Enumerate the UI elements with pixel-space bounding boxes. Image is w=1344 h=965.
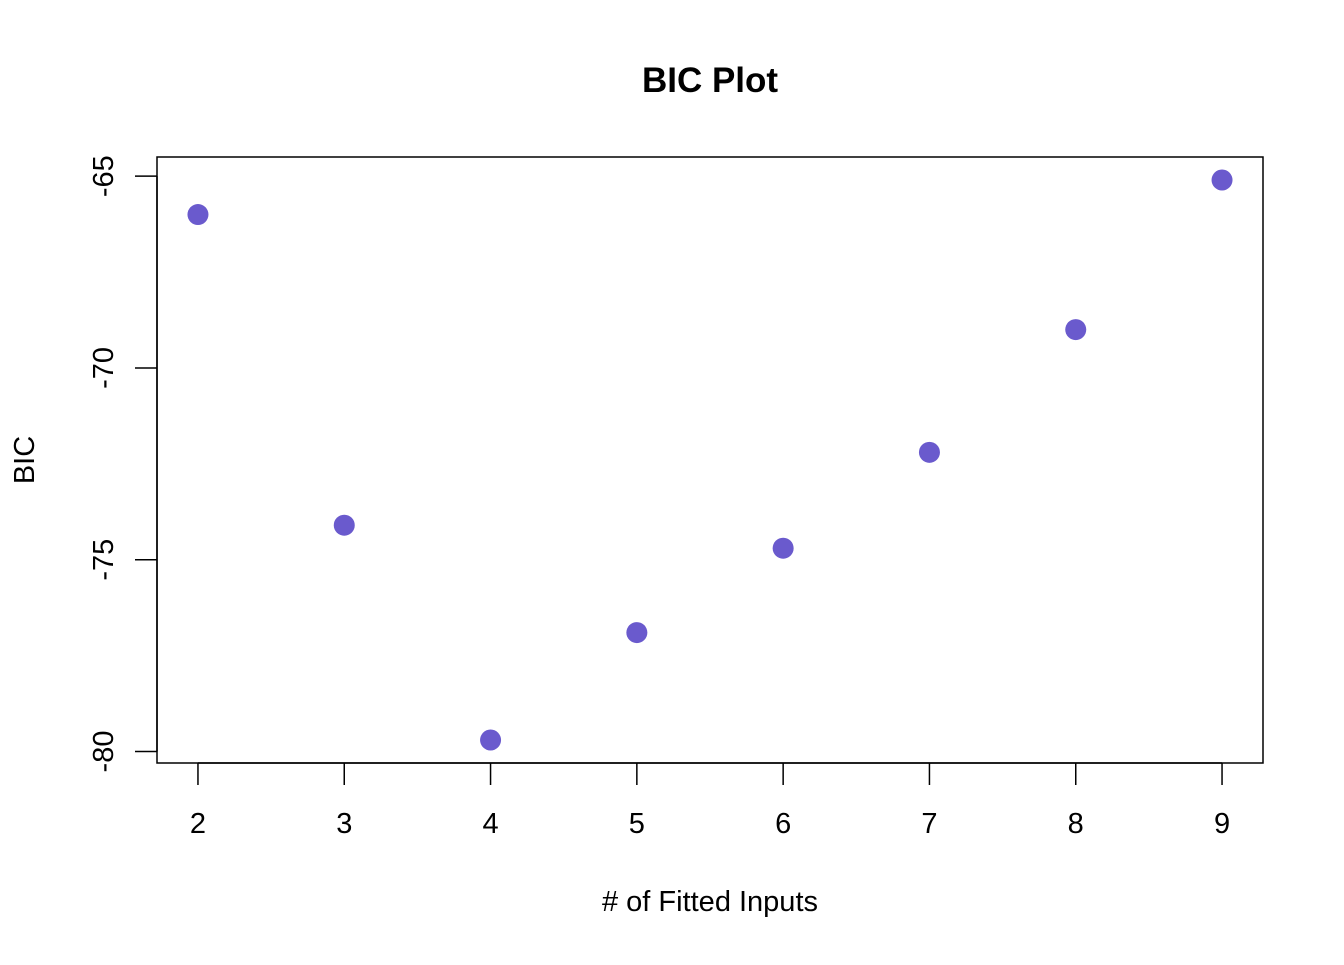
y-axis-label: BIC (9, 436, 41, 484)
data-point (333, 514, 355, 536)
data-point (918, 441, 940, 463)
data-point (480, 729, 502, 751)
x-tick-label: 2 (190, 808, 206, 840)
x-tick-label: 9 (1214, 808, 1230, 840)
data-point (772, 537, 794, 559)
y-axis: -80 -75 -70 -65 (88, 155, 158, 773)
x-tick-label: 6 (775, 808, 791, 840)
chart-title: BIC Plot (642, 61, 778, 100)
y-tick-label: -80 (88, 731, 120, 773)
x-tick-label: 5 (629, 808, 645, 840)
y-tick-label: -75 (88, 539, 120, 581)
data-point (626, 622, 648, 644)
x-tick-label: 3 (336, 808, 352, 840)
y-tick-label: -65 (88, 155, 120, 197)
x-axis-label: # of Fitted Inputs (602, 886, 818, 918)
data-points (187, 169, 1233, 751)
x-tick-label: 7 (921, 808, 937, 840)
data-point (1211, 169, 1233, 191)
x-tick-label: 4 (482, 808, 498, 840)
data-point (187, 204, 209, 226)
y-tick-label: -70 (88, 347, 120, 389)
plot-frame (156, 156, 1264, 764)
data-point (1065, 319, 1087, 341)
x-axis: 2 3 4 5 6 7 8 9 (190, 762, 1230, 840)
x-tick-label: 8 (1068, 808, 1084, 840)
